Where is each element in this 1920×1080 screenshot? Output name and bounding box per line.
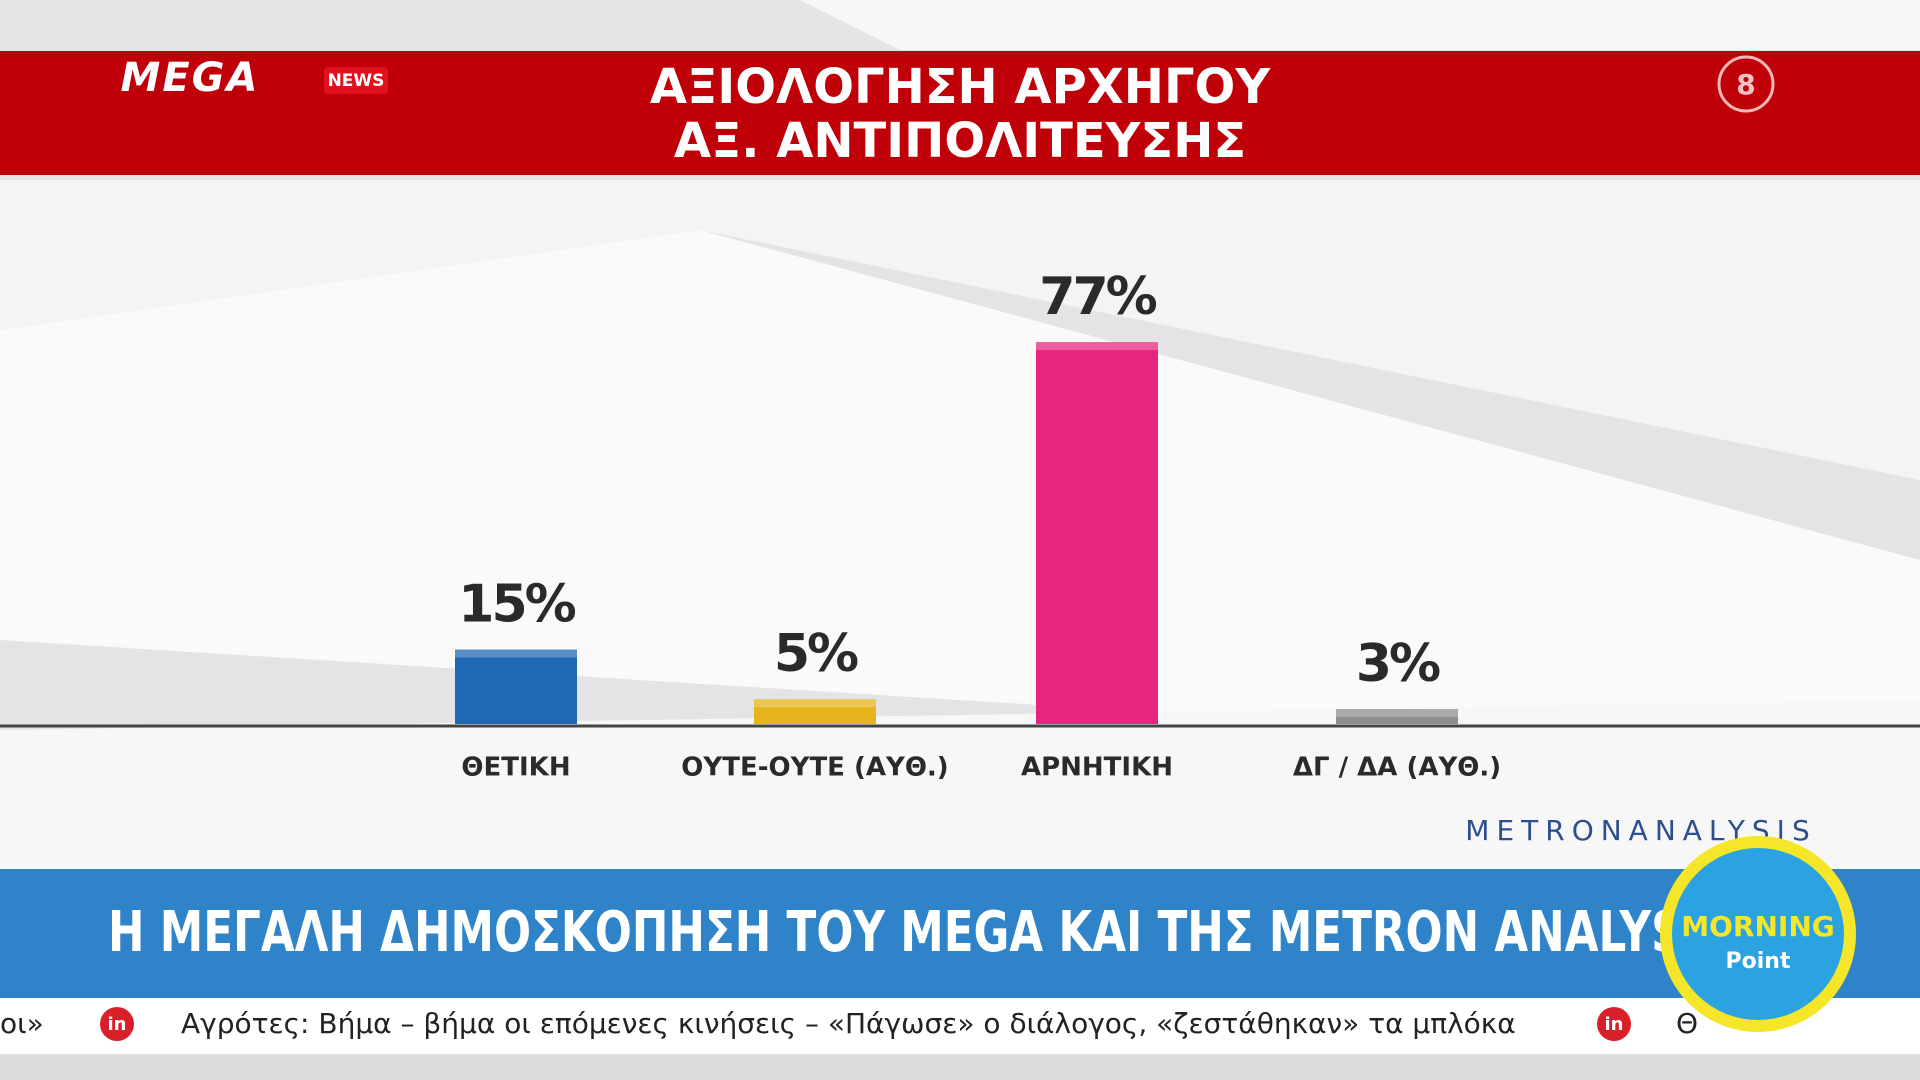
ticker-item: οι» [0, 1007, 44, 1040]
page-number-circle [1717, 55, 1775, 113]
background-shape [0, 700, 1920, 870]
logo-badge-box [324, 67, 388, 94]
category-label: ΟΥΤΕ-ΟΥΤΕ (ΑΥΘ.) [681, 753, 948, 783]
bar-top [754, 699, 876, 708]
footer-band [0, 1054, 1920, 1080]
category-label: ΔΓ / ΔΑ (ΑΥΘ.) [1293, 753, 1501, 783]
show-badge-line: MORNING [1681, 910, 1835, 943]
background-shape [800, 0, 1920, 50]
chart: 15% ΘΕΤΙΚΗ 5% ΟΥΤΕ-ΟΥΤΕ (ΑΥΘ.) 77% ΑΡΝΗΤΙΚΗ 3%… [455, 267, 1501, 783]
value-label: 3% [1356, 634, 1440, 694]
ticker-icon-circle [100, 1007, 134, 1041]
bar [455, 649, 577, 724]
header-band [0, 51, 1920, 175]
ticker-icon: in [1605, 1014, 1624, 1035]
background-shape [0, 230, 1920, 760]
bar [1036, 342, 1158, 724]
banner: Η ΜΕΓΑΛΗ ΔΗΜΟΣΚΟΠΗΣΗ ΤΟΥ MEGA ΚΑΙ ΤΗΣ ME… [108, 899, 1730, 965]
show-badge-line: Point [1726, 949, 1791, 974]
value-label: 77% [1039, 267, 1156, 327]
ticker-icon-circle [1597, 1007, 1631, 1041]
title-line: ΑΞ. ΑΝΤΙΠΟΛΙΤΕΥΣΗΣ [674, 113, 1246, 169]
ticker-item: Αγρότες: Βήμα – βήμα οι επόμενες κινήσει… [181, 1007, 1516, 1040]
banner-band [0, 869, 1920, 998]
page-number: 8 [1736, 68, 1755, 101]
bar [1336, 709, 1458, 724]
ticker-icon: in [108, 1014, 127, 1035]
background-shape [0, 180, 1920, 480]
ticker-item: Θ [1676, 1007, 1698, 1040]
show-badge [1672, 848, 1844, 1020]
value-label: 15% [458, 575, 575, 635]
logo-badge: NEWS [328, 71, 385, 91]
title-line: ΑΞΙΟΛΟΓΗΣΗ ΑΡΧΗΓΟΥ [650, 59, 1271, 115]
category-label: ΑΡΝΗΤΙΚΗ [1021, 753, 1173, 783]
value-label: 5% [774, 624, 858, 684]
bar-top [1036, 342, 1158, 351]
bar [754, 699, 876, 724]
logo: MEGA [121, 55, 260, 101]
bar-top [1336, 709, 1458, 718]
category-label: ΘΕΤΙΚΗ [461, 753, 570, 783]
bar-top [455, 649, 577, 658]
